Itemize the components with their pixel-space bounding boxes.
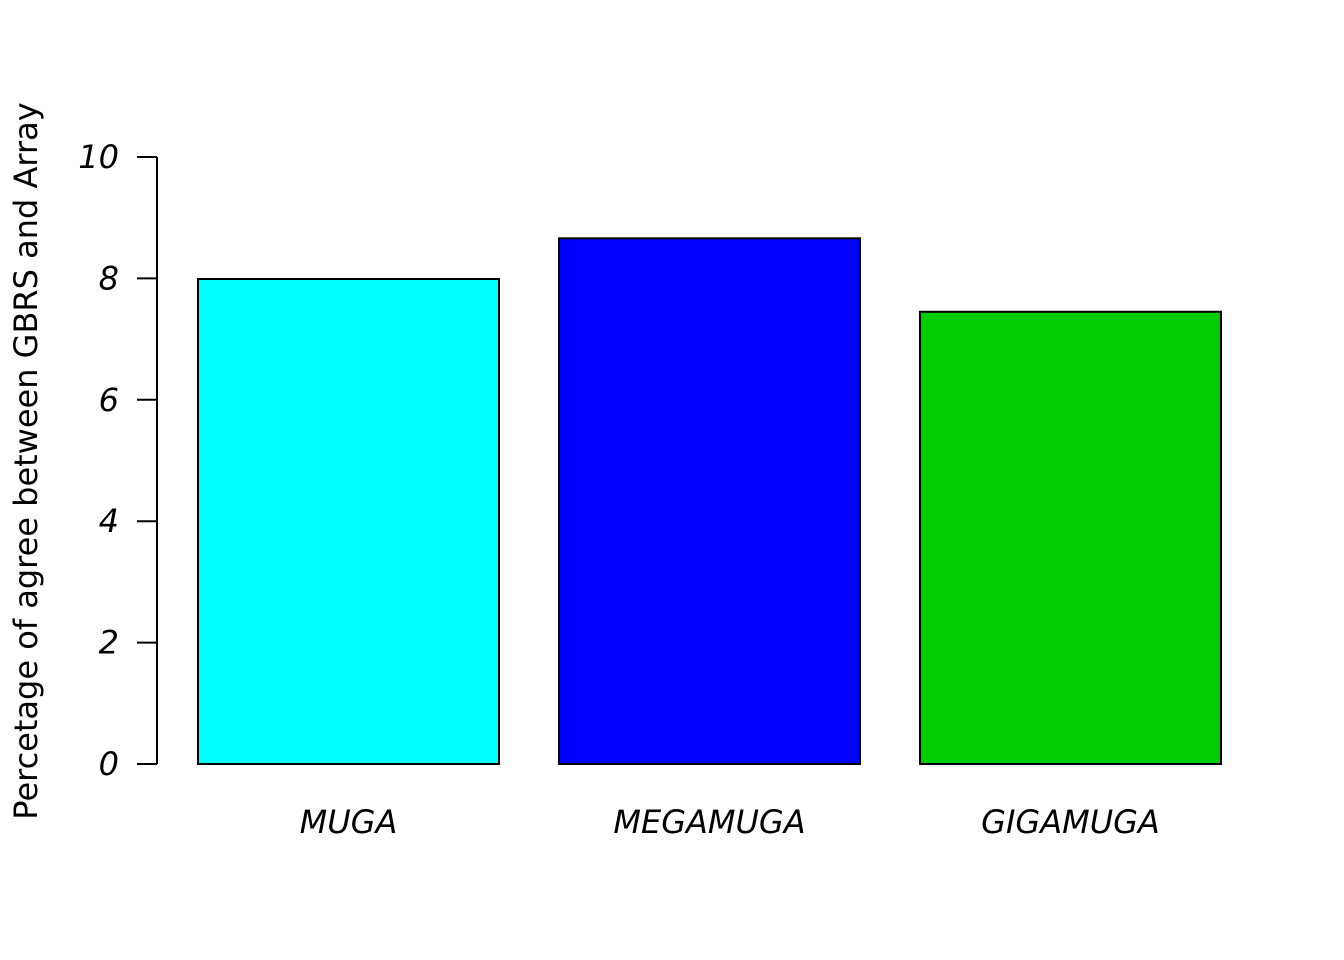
- y-tick-label-6: 6: [99, 381, 119, 419]
- y-tick-label-10: 10: [78, 138, 119, 176]
- y-tick-label-8: 8: [99, 259, 119, 297]
- x-tick-label-muga: MUGA: [300, 803, 398, 841]
- bar-gigamuga: [919, 310, 1222, 765]
- y-tick-label-0: 0: [99, 745, 119, 783]
- y-tick-label-2: 2: [99, 624, 119, 662]
- bars: [197, 237, 1222, 765]
- y-axis: 0 2 4 6 8 10: [78, 138, 158, 783]
- x-tick-label-gigamuga: GIGAMUGA: [981, 803, 1160, 841]
- bar-megamuga: [558, 237, 861, 765]
- x-axis-labels: MUGA MEGAMUGA GIGAMUGA: [300, 803, 1160, 841]
- x-tick-label-megamuga: MEGAMUGA: [613, 803, 805, 841]
- y-axis-title: Percetage of agree between GBRS and Arra…: [7, 102, 45, 819]
- bar-muga: [197, 278, 500, 765]
- y-tick-label-4: 4: [99, 502, 119, 540]
